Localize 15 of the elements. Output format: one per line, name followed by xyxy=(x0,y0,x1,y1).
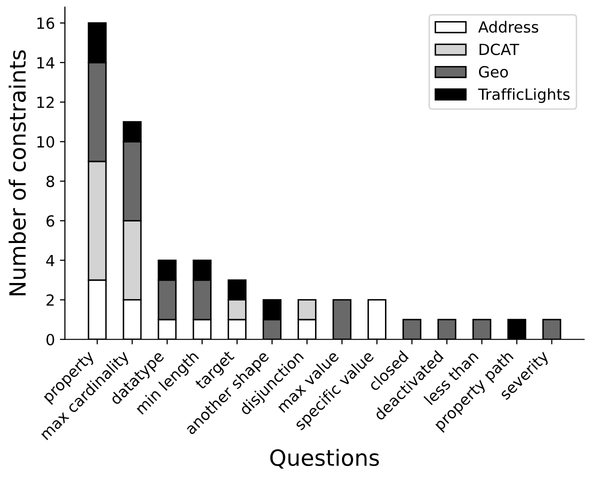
y-tick-label: 12 xyxy=(37,96,54,108)
y-tick-label: 6 xyxy=(46,215,54,227)
legend-label: Address xyxy=(478,20,538,33)
y-tick-label: 8 xyxy=(46,176,54,188)
legend-label: DCAT xyxy=(480,44,520,56)
x-axis-title: Questions xyxy=(270,448,379,469)
y-tick-label: 16 xyxy=(37,17,54,30)
y-tick-label: 4 xyxy=(46,254,54,266)
legend-label: TrafficLights xyxy=(478,88,570,103)
y-tick-label: 2 xyxy=(46,294,54,306)
y-axis-title: Number of constraints xyxy=(8,50,26,296)
y-tick-label: 10 xyxy=(37,136,54,148)
y-tick-label: 0 xyxy=(46,334,54,346)
legend-label: Geo xyxy=(479,66,508,78)
y-tick-label: 14 xyxy=(37,57,54,68)
